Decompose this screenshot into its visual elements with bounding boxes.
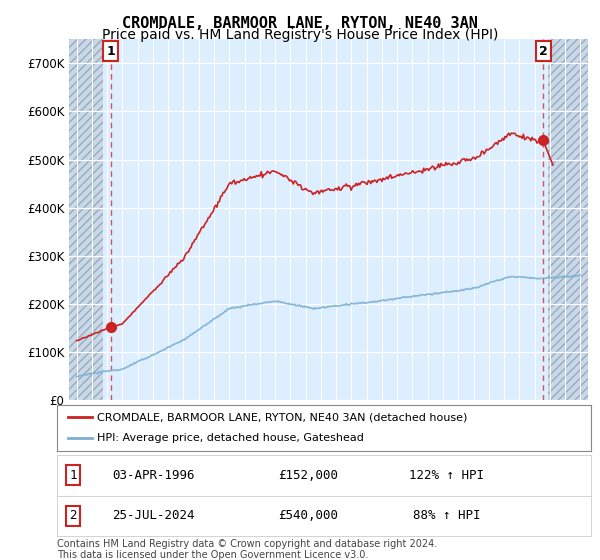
Text: 1: 1 <box>69 469 77 482</box>
Text: 122% ↑ HPI: 122% ↑ HPI <box>409 469 484 482</box>
Text: 2: 2 <box>539 45 547 58</box>
Text: Contains HM Land Registry data © Crown copyright and database right 2024.
This d: Contains HM Land Registry data © Crown c… <box>57 539 437 560</box>
Text: 25-JUL-2024: 25-JUL-2024 <box>112 509 194 522</box>
Text: £152,000: £152,000 <box>278 469 338 482</box>
Text: Price paid vs. HM Land Registry's House Price Index (HPI): Price paid vs. HM Land Registry's House … <box>102 28 498 42</box>
Text: HPI: Average price, detached house, Gateshead: HPI: Average price, detached house, Gate… <box>97 433 364 444</box>
Text: 88% ↑ HPI: 88% ↑ HPI <box>413 509 481 522</box>
Bar <box>69 39 103 400</box>
Text: CROMDALE, BARMOOR LANE, RYTON, NE40 3AN (detached house): CROMDALE, BARMOOR LANE, RYTON, NE40 3AN … <box>97 412 467 422</box>
Bar <box>548 39 588 400</box>
Text: 2: 2 <box>69 509 77 522</box>
Text: 03-APR-1996: 03-APR-1996 <box>112 469 194 482</box>
Text: £540,000: £540,000 <box>278 509 338 522</box>
Text: CROMDALE, BARMOOR LANE, RYTON, NE40 3AN: CROMDALE, BARMOOR LANE, RYTON, NE40 3AN <box>122 16 478 31</box>
Text: 1: 1 <box>107 45 115 58</box>
